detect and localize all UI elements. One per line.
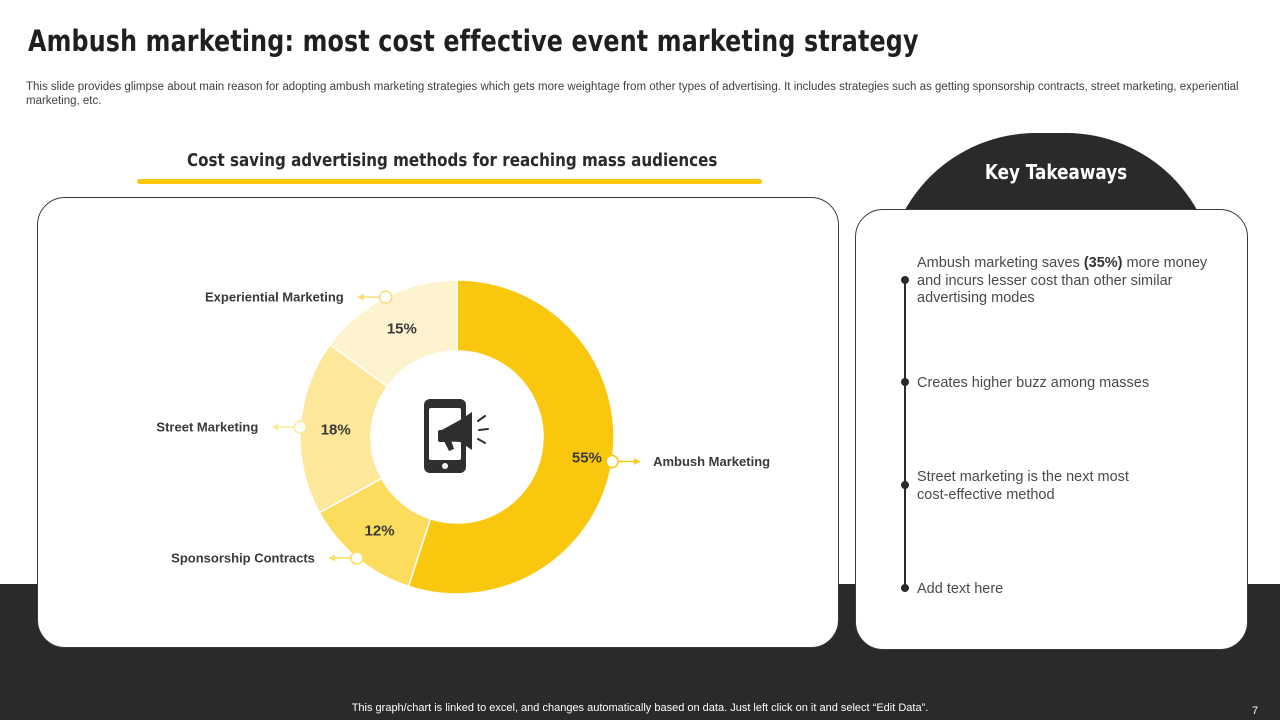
key-takeaways-card xyxy=(855,209,1248,650)
callout-marker xyxy=(378,290,393,304)
page-subtitle: This slide provides glimpse about main r… xyxy=(26,81,1239,107)
slice-name-label: Ambush Marketing xyxy=(653,454,770,469)
slice-value-label: 18% xyxy=(321,421,351,438)
donut-chart[interactable]: Ambush Marketing Sponsorship Contracts Str… xyxy=(38,198,838,647)
timeline-dot xyxy=(901,276,909,284)
takeaway-item: Ambush marketing saves (35%) more money … xyxy=(917,255,1208,306)
key-takeaways-title: Key Takeaways xyxy=(984,160,1128,184)
callout-marker xyxy=(293,420,308,434)
timeline-line xyxy=(904,280,906,589)
timeline-dot xyxy=(901,481,909,489)
slice-value-label: 15% xyxy=(387,321,417,338)
timeline-dot xyxy=(901,378,909,386)
callout-marker xyxy=(605,454,619,469)
donut-slice[interactable] xyxy=(328,279,458,388)
chart-heading: Cost saving advertising methods for reac… xyxy=(187,150,718,171)
footer-note: This graph/chart is linked to excel, and… xyxy=(351,702,929,714)
mobile-megaphone-icon xyxy=(424,399,489,473)
callout-arrow xyxy=(634,458,641,466)
slice-name-label: Street Marketing xyxy=(156,420,258,435)
callout-marker xyxy=(350,551,364,565)
slice-value-label: 55% xyxy=(572,450,602,467)
callout-arrow xyxy=(272,423,279,431)
callout-arrow xyxy=(357,293,364,301)
timeline-dot xyxy=(901,584,909,592)
takeaway-item: Add text here xyxy=(917,581,1004,597)
page-title: Ambush marketing: most cost effective ev… xyxy=(28,24,919,58)
slice-name-label: Experiential Marketing xyxy=(205,290,344,305)
chart-card[interactable]: Ambush Marketing Sponsorship Contracts Str… xyxy=(37,197,839,648)
donut-slice[interactable] xyxy=(299,343,389,514)
slice-value-label: 12% xyxy=(365,523,395,540)
chart-heading-underline xyxy=(137,179,762,184)
takeaway-item: Street marketing is the next most cost-e… xyxy=(917,469,1129,503)
callout-arrow xyxy=(328,554,335,562)
donut-slice[interactable] xyxy=(407,279,615,595)
takeaway-item: Creates higher buzz among masses xyxy=(917,375,1150,391)
slice-name-label: Sponsorship Contracts xyxy=(171,550,315,565)
page-number: 7 xyxy=(1252,705,1259,717)
